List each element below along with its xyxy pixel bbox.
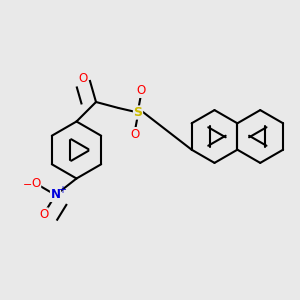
Text: +: + xyxy=(58,184,66,195)
Text: −: − xyxy=(23,180,32,190)
Text: O: O xyxy=(130,128,140,141)
Text: O: O xyxy=(39,208,48,221)
Text: S: S xyxy=(134,106,142,119)
Text: O: O xyxy=(136,84,146,98)
Text: O: O xyxy=(32,177,40,190)
Text: O: O xyxy=(79,72,88,85)
Text: N: N xyxy=(50,188,61,202)
